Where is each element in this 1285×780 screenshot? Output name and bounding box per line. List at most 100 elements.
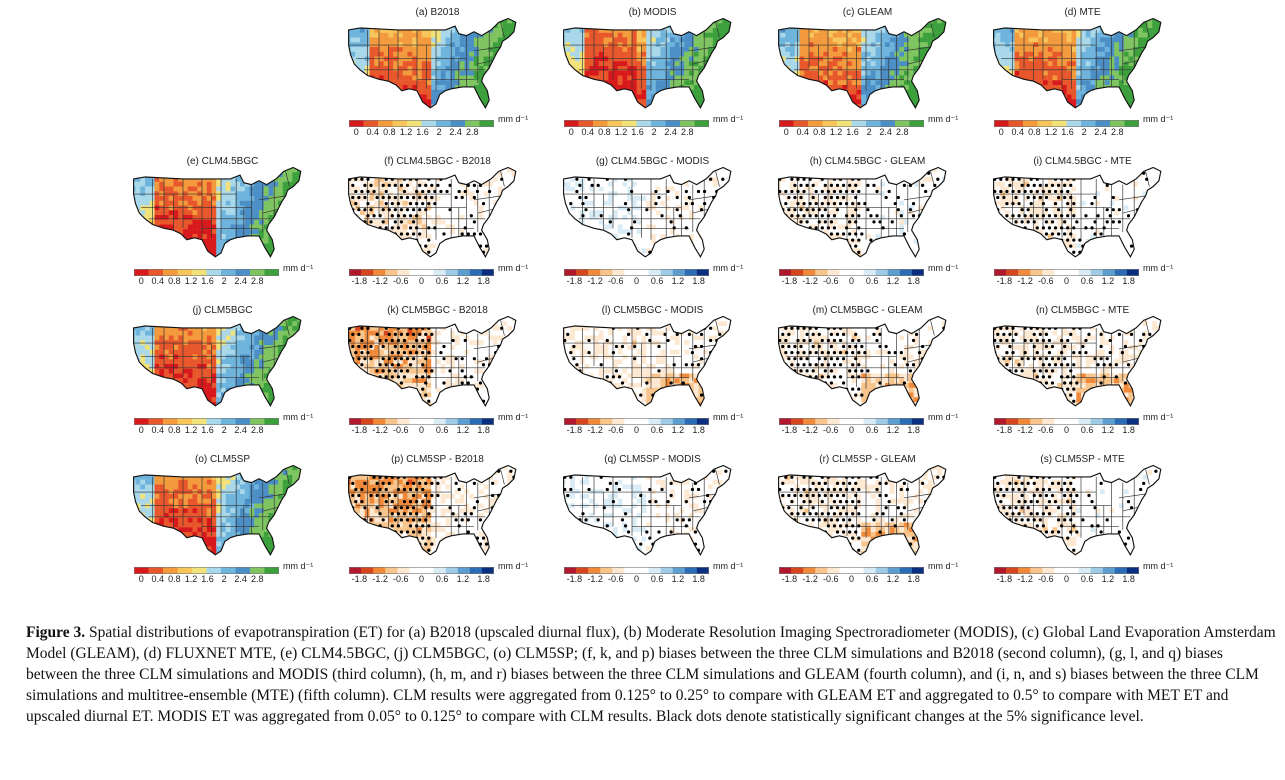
- colorbar-tick-label: -0.6: [608, 276, 624, 286]
- colorbar-swatch: [837, 120, 852, 127]
- colorbar-swatches: [564, 120, 709, 127]
- colorbar-swatch: [636, 418, 649, 425]
- us-outline: [993, 465, 1162, 556]
- state-borders: [993, 320, 1150, 389]
- colorbar-tick-label: -1.8: [351, 276, 368, 286]
- colorbar-swatch: [827, 567, 840, 574]
- colorbar-unit: mm d⁻¹: [498, 114, 529, 124]
- colorbar-tick-label: 0: [1063, 425, 1070, 435]
- panel-title: (m) CLM5BGC - GLEAM: [812, 305, 923, 316]
- colorbar-tick-label: 0: [633, 425, 640, 435]
- colorbar-swatch: [221, 567, 236, 574]
- colorbar-tick-label: 2.8: [681, 127, 694, 137]
- colorbar-swatch: [264, 269, 279, 276]
- us-outline: [563, 465, 732, 556]
- colorbar-swatch: [1090, 418, 1104, 425]
- colorbar-swatch: [264, 567, 279, 574]
- colorbar-unit: mm d⁻¹: [498, 561, 529, 571]
- colorbar-swatches: [564, 269, 709, 276]
- colorbar-swatch: [1037, 120, 1053, 127]
- colorbar-tick-label: 2.8: [466, 127, 479, 137]
- colorbar-swatch: [481, 567, 494, 574]
- colorbar-swatch: [469, 418, 483, 425]
- colorbar-tick-label: 1.6: [201, 425, 214, 435]
- figure-label: Figure 3.: [26, 623, 86, 641]
- panel-title: (p) CLM5SP - B2018: [391, 454, 484, 465]
- colorbar-tick-labels: -1.8 -1.2 -0.6 0 0.6 1.2 1.8: [564, 276, 709, 288]
- colorbar-tick-label: -0.6: [823, 574, 839, 584]
- colorbar-b: 0 0.4 0.8 1.2 1.6 2 2.4 2.8 mm d⁻¹: [550, 110, 755, 140]
- panel-j: (j) CLM5BGC 0 0.4 0.8 1.2 1.6 2 2.4 2.8 mm d⁻¹: [120, 304, 325, 446]
- colorbar-tick-label: 1.8: [692, 276, 705, 286]
- colorbar-swatch: [457, 418, 471, 425]
- colorbar-tick-label: 0.8: [168, 276, 181, 286]
- panel-title: (l) CLM5BGC - MODIS: [601, 305, 704, 316]
- colorbar-swatch: [421, 418, 434, 425]
- map-j: [133, 316, 302, 407]
- colorbar-tick-labels: -1.8 -1.2 -0.6 0 0.6 1.2 1.8: [564, 425, 709, 437]
- colorbar-r: -1.8 -1.2 -0.6 0 0.6 1.2 1.8 mm d⁻¹: [765, 557, 970, 587]
- colorbar-swatch: [192, 418, 207, 425]
- colorbar-tick-label: -0.6: [823, 425, 839, 435]
- colorbar-swatch: [378, 120, 393, 127]
- colorbar-swatches: [994, 120, 1139, 127]
- colorbar-swatch: [457, 567, 471, 574]
- colorbar-swatch: [624, 567, 637, 574]
- panel-d: (d) MTE 0 0.4 0.8 1.2 1.6 2 2.4 2.8 mm d⁻¹: [980, 6, 1185, 148]
- colorbar-swatch: [1054, 567, 1067, 574]
- colorbar-tick-label: 1.8: [907, 425, 920, 435]
- map-b: [563, 18, 732, 109]
- colorbar-swatch: [397, 567, 410, 574]
- panel-p: (p) CLM5SP - B2018 -1.8 -1.2 -0.6 0 0.6 1.2 1.8…: [335, 453, 540, 595]
- state-borders: [563, 22, 720, 91]
- colorbar-tick-label: 1.2: [671, 276, 685, 286]
- colorbar-swatches: [349, 120, 494, 127]
- colorbar-unit: mm d⁻¹: [283, 561, 314, 571]
- colorbar-swatches: [134, 269, 279, 276]
- panel-title: (a) B2018: [415, 7, 460, 18]
- panel-q: (q) CLM5SP - MODIS -1.8 -1.2 -0.6 0 0.6 1.2 1.8…: [550, 453, 755, 595]
- map-s: [993, 465, 1162, 556]
- colorbar-tick-label: -0.6: [393, 574, 409, 584]
- colorbar-swatch: [612, 567, 625, 574]
- colorbar-swatch: [1030, 269, 1043, 276]
- colorbar-swatch: [839, 269, 852, 276]
- colorbar-swatch: [648, 418, 661, 425]
- colorbar-tick-label: -1.8: [781, 425, 798, 435]
- panel-a: (a) B2018 0 0.4 0.8 1.2 1.6 2 2.4 2.8 mm d⁻¹: [335, 6, 540, 148]
- colorbar-q: -1.8 -1.2 -0.6 0 0.6 1.2 1.8 mm d⁻¹: [550, 557, 755, 587]
- colorbar-tick-label: 1.8: [907, 276, 920, 286]
- colorbar-swatch: [192, 567, 207, 574]
- colorbar-swatch: [863, 269, 876, 276]
- colorbar-tick-label: -1.8: [351, 425, 368, 435]
- map-i: [993, 167, 1162, 258]
- colorbar-tick-label: 0.8: [1028, 127, 1041, 137]
- colorbar-swatch: [421, 269, 434, 276]
- colorbar-swatch: [660, 567, 674, 574]
- colorbar-tick-label: 0.6: [1080, 574, 1094, 584]
- colorbar-tick-label: -0.6: [393, 276, 409, 286]
- colorbar-swatch: [791, 567, 804, 574]
- colorbar-swatch: [1126, 418, 1139, 425]
- colorbar-swatch: [1042, 567, 1055, 574]
- colorbar-tick-label: -1.2: [587, 425, 603, 435]
- colorbar-swatch: [1090, 567, 1104, 574]
- colorbar-swatch: [851, 269, 864, 276]
- colorbar-swatch: [1114, 567, 1128, 574]
- colorbar-swatch: [911, 269, 924, 276]
- us-outline: [348, 465, 517, 556]
- colorbar-tick-label: 0.4: [151, 574, 165, 584]
- colorbar-swatch: [827, 269, 840, 276]
- colorbar-swatch: [909, 120, 924, 127]
- figure-3-map-grid: (a) B2018 0 0.4 0.8 1.2 1.6 2 2.4 2.8 mm d⁻¹ (b) M…: [120, 6, 1185, 595]
- colorbar-tick-label: -1.2: [802, 425, 818, 435]
- colorbar-swatch: [593, 120, 608, 127]
- colorbar-swatches: [134, 567, 279, 574]
- colorbar-swatch: [134, 418, 149, 425]
- colorbar-swatch: [576, 418, 589, 425]
- colorbar-tick-label: 1.2: [456, 425, 470, 435]
- colorbar-tick-label: -0.6: [393, 425, 409, 435]
- colorbar-swatch: [648, 567, 661, 574]
- colorbar-tick-label: -1.2: [372, 425, 388, 435]
- colorbar-swatch: [624, 418, 637, 425]
